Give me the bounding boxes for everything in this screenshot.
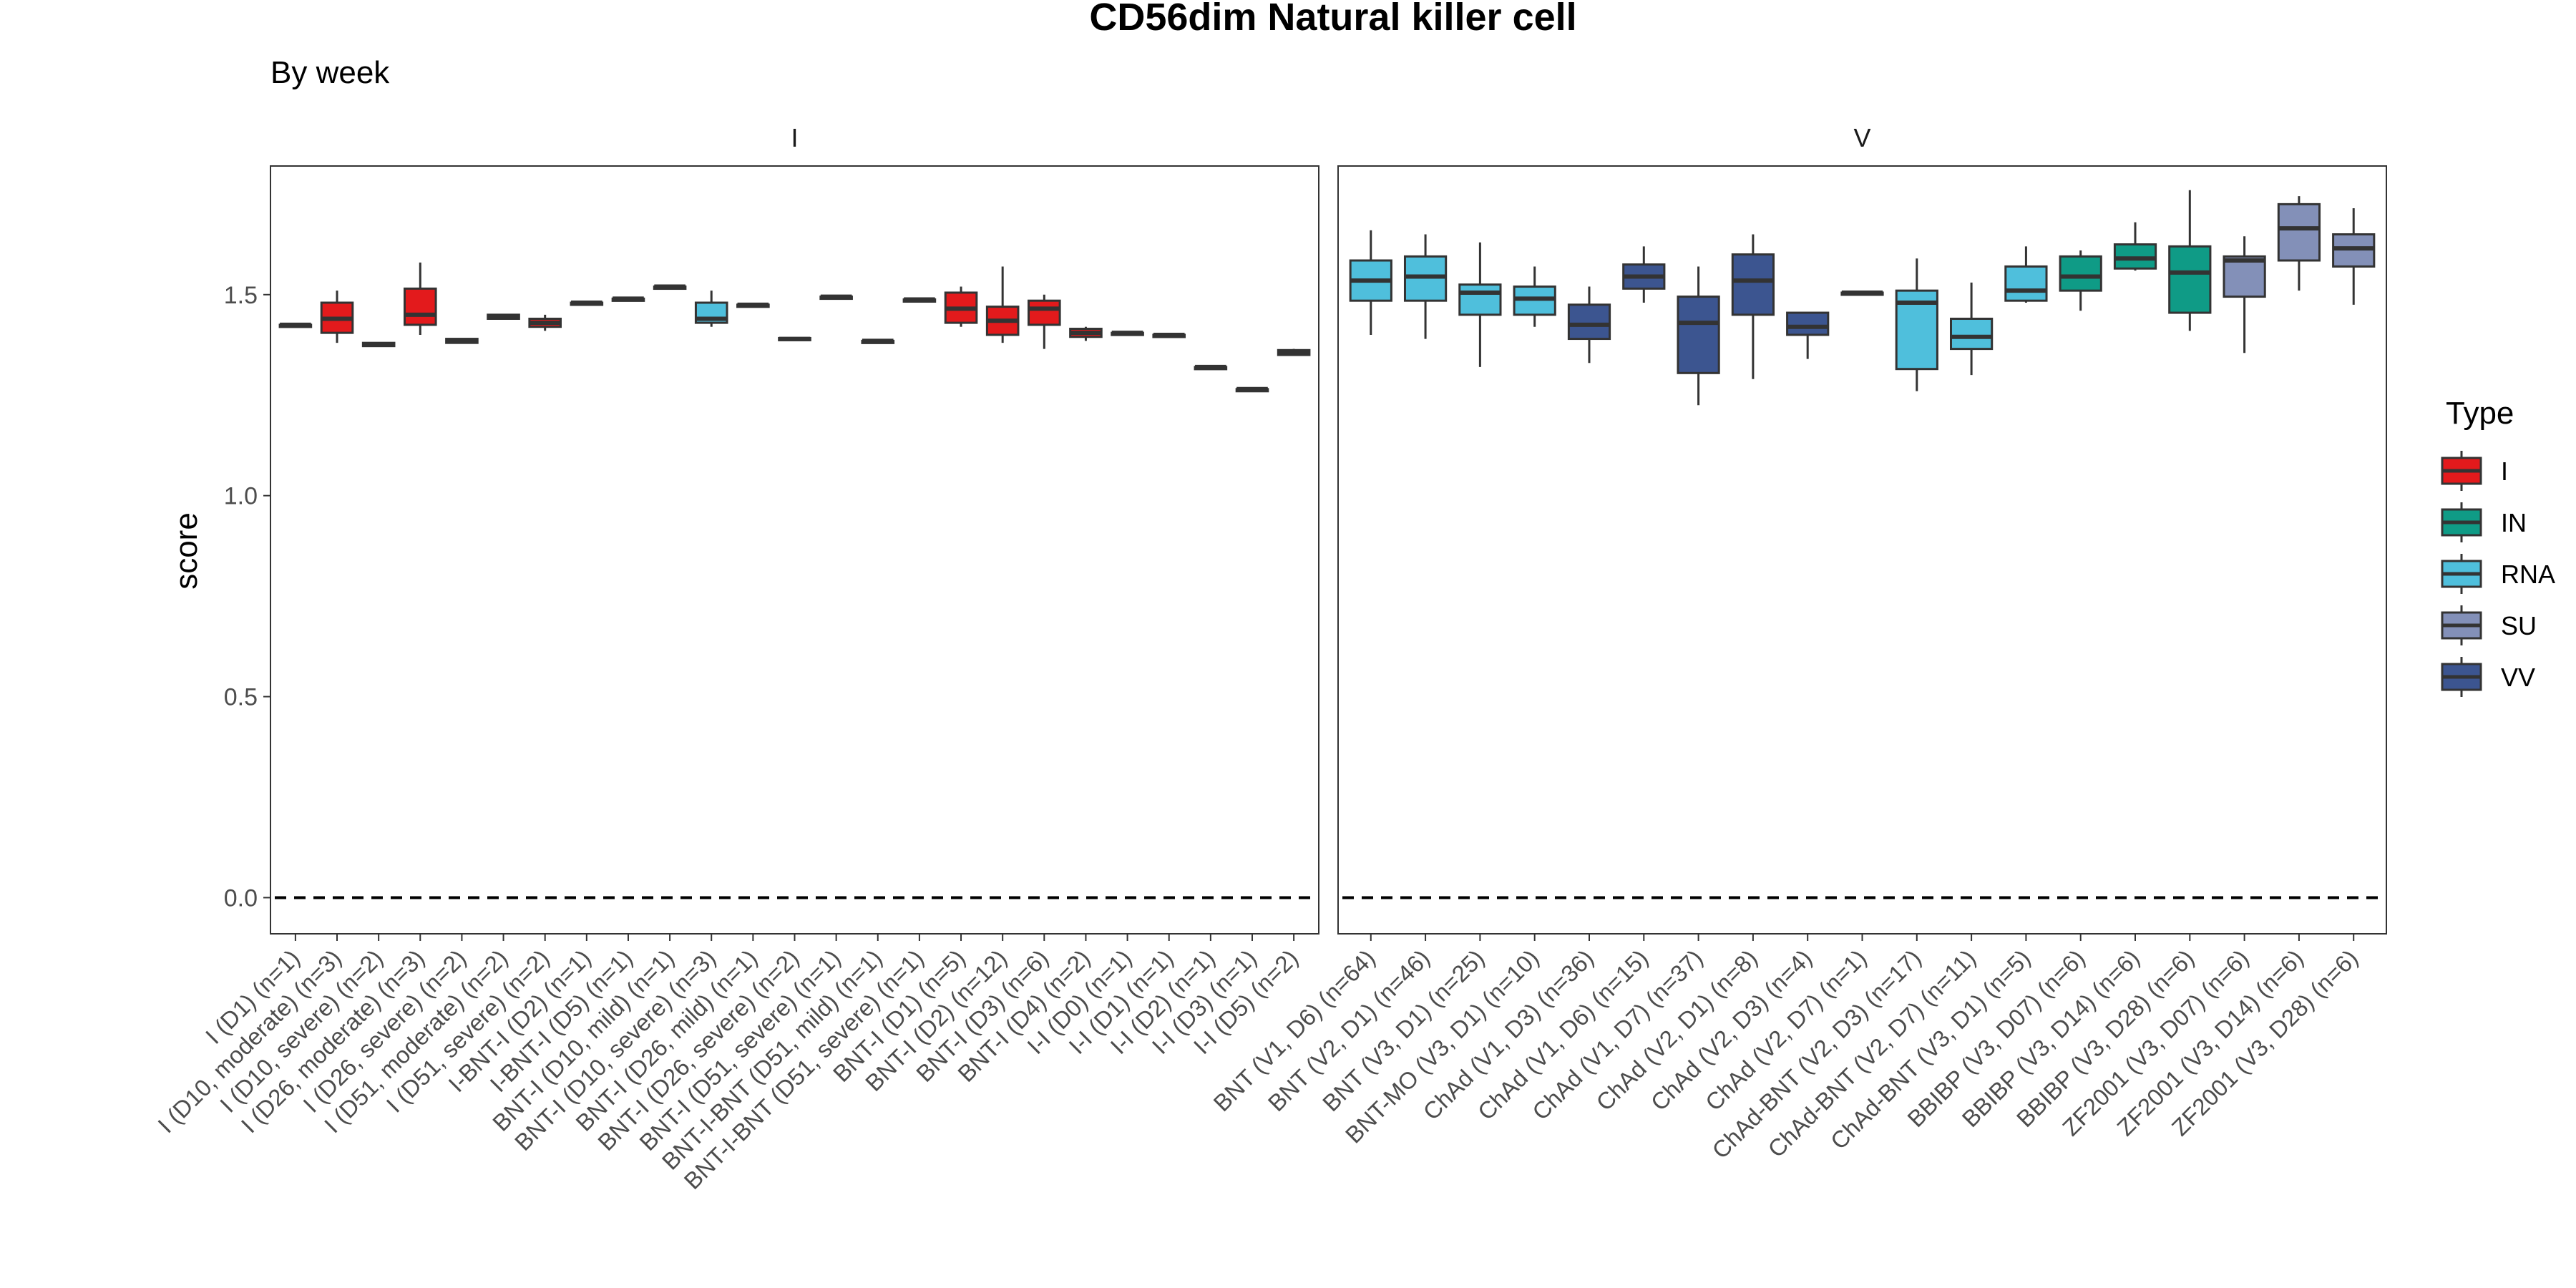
box-VV xyxy=(1622,246,1666,303)
box-body xyxy=(1731,253,1775,316)
y-tick-label: 1.5 xyxy=(224,282,258,309)
facet-panels: 0.0 0.5 1.0 1.5II (D1) (n=1)I (D10, moderat… xyxy=(152,123,2387,1194)
facet-strip-label: V xyxy=(1853,123,1870,152)
box-RNA xyxy=(1458,242,1502,367)
box-I xyxy=(611,296,645,302)
legend-item-SU: SU xyxy=(2441,605,2537,645)
box-I xyxy=(1235,386,1269,393)
box-RNA xyxy=(2004,246,2048,303)
box-I xyxy=(653,284,687,291)
box-I xyxy=(819,294,853,301)
box-VV xyxy=(1840,290,1884,296)
legend-label: IN xyxy=(2501,508,2527,537)
box-body xyxy=(2168,245,2212,314)
box-I xyxy=(778,336,811,341)
y-axis-label: score xyxy=(169,512,204,590)
box-RNA xyxy=(1513,266,1556,327)
box-I xyxy=(1069,326,1103,341)
box-body xyxy=(403,287,437,326)
box-body xyxy=(1786,311,1830,336)
y-tick-label: 0.0 xyxy=(224,884,258,912)
box-I xyxy=(528,314,562,331)
box-I xyxy=(985,266,1020,343)
chart-subtitle: By week xyxy=(270,55,390,90)
box-RNA xyxy=(1895,258,1938,391)
legend-item-VV: VV xyxy=(2441,657,2535,697)
legend-items: I IN RNA SU VV xyxy=(2441,451,2555,697)
panel-border xyxy=(270,165,1319,935)
box-body xyxy=(1028,299,1061,326)
box-VV xyxy=(1567,286,1611,364)
legend-label: SU xyxy=(2501,611,2537,640)
box-SU xyxy=(2277,196,2321,291)
box-VV xyxy=(1731,234,1775,379)
box-VV xyxy=(1786,311,1830,359)
legend-title: Type xyxy=(2446,396,2514,431)
y-tick-label: 0.5 xyxy=(224,684,258,711)
box-IN xyxy=(2113,222,2157,271)
box-body xyxy=(1458,283,1502,316)
box-RNA xyxy=(694,291,728,327)
box-VV xyxy=(1677,266,1720,406)
box-I xyxy=(944,286,978,327)
box-I xyxy=(361,341,396,348)
box-I xyxy=(1152,332,1186,338)
box-body xyxy=(2277,203,2321,262)
box-body xyxy=(2004,265,2048,302)
box-I xyxy=(570,301,604,306)
box-I xyxy=(278,322,313,328)
box-IN xyxy=(2059,250,2102,311)
legend: Type I IN RNA SU VV xyxy=(2441,396,2555,697)
box-RNA xyxy=(1349,230,1392,335)
box-I xyxy=(403,262,437,335)
legend-label: VV xyxy=(2501,663,2535,692)
box-SU xyxy=(2223,236,2266,353)
box-I xyxy=(1028,294,1061,349)
box-I xyxy=(320,291,354,343)
box-body xyxy=(2223,255,2266,298)
legend-label: RNA xyxy=(2501,560,2555,589)
box-I xyxy=(1111,331,1144,336)
box-I xyxy=(445,338,479,344)
legend-label: I xyxy=(2501,457,2508,486)
box-IN xyxy=(2168,190,2212,331)
y-tick-label: 1.0 xyxy=(224,483,258,510)
legend-item-I: I xyxy=(2441,451,2508,491)
box-I xyxy=(902,297,937,303)
box-SU xyxy=(2332,208,2376,305)
chart-title: CD56dim Natural killer cell xyxy=(1089,0,1576,39)
facet-panel-I: II (D1) (n=1)I (D10, moderate) (n=3)I (D… xyxy=(152,123,1319,1194)
box-I xyxy=(1277,348,1311,356)
box-I xyxy=(861,338,895,344)
legend-item-RNA: RNA xyxy=(2441,554,2555,594)
box-body xyxy=(1567,303,1611,341)
box-body xyxy=(2059,255,2102,292)
box-I xyxy=(1194,364,1228,371)
box-I xyxy=(736,302,770,308)
box-RNA xyxy=(1403,234,1448,339)
box-body xyxy=(1677,296,1720,374)
facet-strip-label: I xyxy=(791,123,798,152)
box-body xyxy=(1949,317,1994,351)
box-I xyxy=(487,313,520,320)
box-RNA xyxy=(1949,282,1994,376)
legend-item-IN: IN xyxy=(2441,502,2527,542)
